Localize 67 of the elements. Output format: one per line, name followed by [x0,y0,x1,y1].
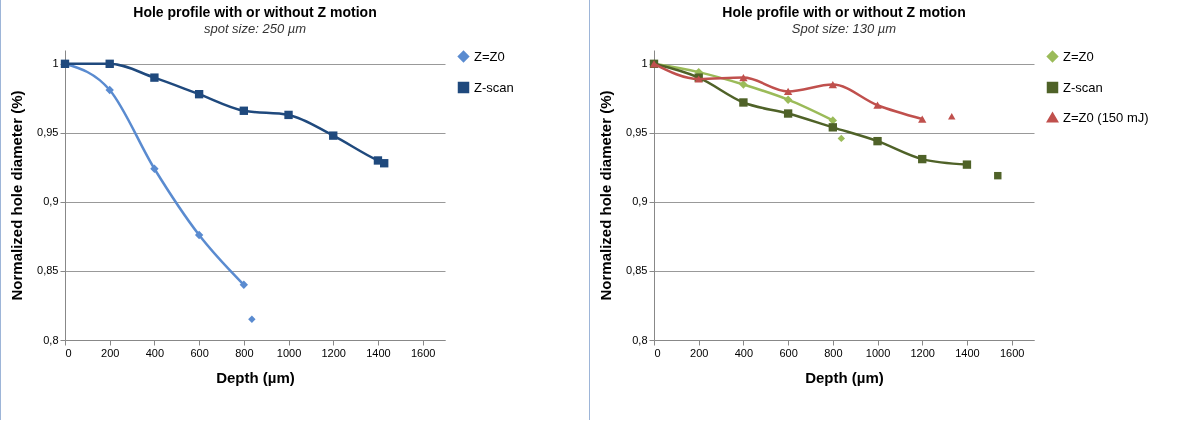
x-tick-label: 1200 [321,346,346,359]
x-tick-label: 1000 [865,346,891,359]
point [783,109,793,118]
point [837,134,846,143]
x-tick-label: 400 [734,346,754,359]
x-tick-label: 1000 [276,346,302,359]
legend-label: Z=Z0 [1063,48,1094,64]
x-tick-label: 1400 [366,346,391,359]
point [783,87,793,96]
x-tick-label: 1200 [910,346,935,359]
legend-label: Z=Z0 (150 mJ) [1063,109,1149,125]
point [150,164,159,173]
chart-title: Hole profile with or without Z motion [722,4,966,20]
x-tick-label: 0 [65,346,72,359]
chart-title: Hole profile with or without Z motion [133,4,377,20]
y-axis-title: Normalized hole diameter (%) [8,90,26,301]
y-tick-label: 0,9 [632,195,648,208]
point [739,98,748,107]
x-axis-title: Depth (µm) [216,368,295,386]
y-tick-label: 0,8 [632,333,648,346]
x-tick-label: 800 [824,346,843,359]
y-tick-label: 0,8 [43,333,59,346]
legend-label: Z-scan [1063,79,1103,95]
point [194,230,204,240]
point [150,73,159,82]
y-tick-label: 0,95 [626,126,648,139]
x-tick-label: 800 [235,346,254,359]
legend-label: Z-scan [474,79,514,95]
x-tick-label: 400 [145,346,165,359]
y-tick-label: 1 [641,57,648,70]
point [284,110,293,120]
legend-label: Z=Z0 [474,48,505,64]
x-tick-label: 200 [690,346,709,359]
x-tick-label: 600 [779,346,798,359]
point [828,123,838,132]
point [194,90,204,99]
y-tick-label: 0,9 [43,195,59,208]
point [873,101,882,109]
chart-subtitle: Spot size: 130 µm [791,21,897,36]
x-tick-label: 0 [654,346,661,359]
point [828,80,838,89]
x-axis-title: Depth (µm) [805,368,884,386]
point [918,154,927,164]
point [239,106,249,115]
point [739,80,748,89]
point [918,115,927,123]
point [380,159,389,168]
point [239,280,249,289]
point [739,74,748,82]
point [105,59,114,68]
y-tick-label: 0,85 [626,264,648,277]
x-tick-label: 1400 [955,346,980,359]
point [783,95,793,104]
y-tick-label: 0,85 [37,264,59,277]
point [248,315,256,323]
point [962,160,972,169]
chart-subtitle: spot size: 250 µm [203,21,307,36]
y-tick-label: 1 [52,57,59,70]
point [329,131,338,140]
x-tick-label: 600 [190,346,209,359]
y-axis-title: Normalized hole diameter (%) [597,90,615,301]
y-tick-label: 0,95 [37,126,59,139]
x-tick-label: 1600 [410,346,436,359]
x-tick-label: 1600 [999,346,1025,359]
x-tick-label: 200 [101,346,120,359]
point [873,136,882,146]
point [105,85,114,95]
